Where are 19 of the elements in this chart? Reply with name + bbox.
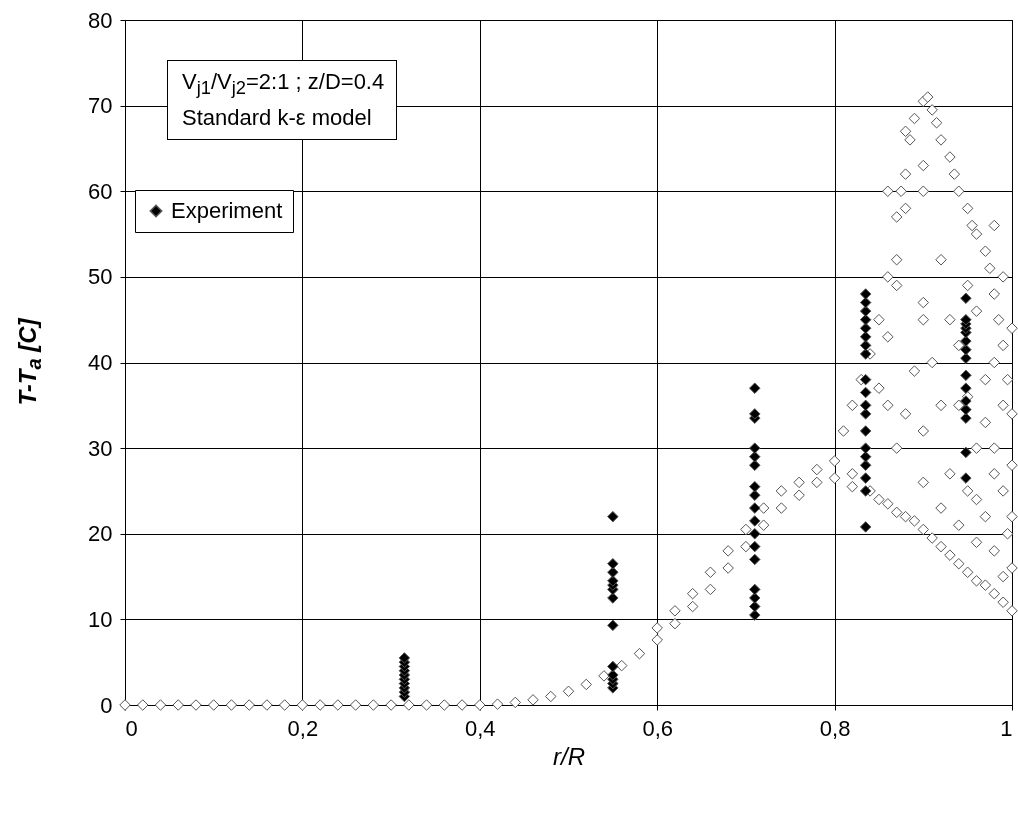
y-tick-label: 0 (100, 692, 113, 718)
y-tick-label: 50 (88, 264, 113, 290)
annotation: Standard k-ε model (182, 105, 372, 131)
x-tick-label: 1 (1000, 715, 1013, 741)
x-tick-label: 0,2 (287, 715, 319, 741)
y-tick-label: 70 (88, 93, 113, 119)
y-tick-label: 80 (88, 7, 113, 33)
y-tick-label: 30 (88, 435, 113, 461)
legend-label: Experiment (171, 198, 283, 223)
x-tick-label: 0,8 (819, 715, 851, 741)
y-tick-label: 10 (88, 606, 113, 632)
annotation: V$_{j1}$/V$_{j2}$=2:1 ; z/D=0.4 (182, 69, 385, 99)
y-tick-label: 60 (88, 178, 113, 204)
x-tick-label: 0 (125, 715, 138, 741)
y-tick-label: 20 (88, 521, 113, 547)
x-tick-label: 0,4 (465, 715, 496, 741)
y-tick-label: 40 (88, 350, 113, 375)
x-axis-title: r/R (553, 742, 585, 770)
x-tick-label: 0,6 (642, 715, 673, 741)
